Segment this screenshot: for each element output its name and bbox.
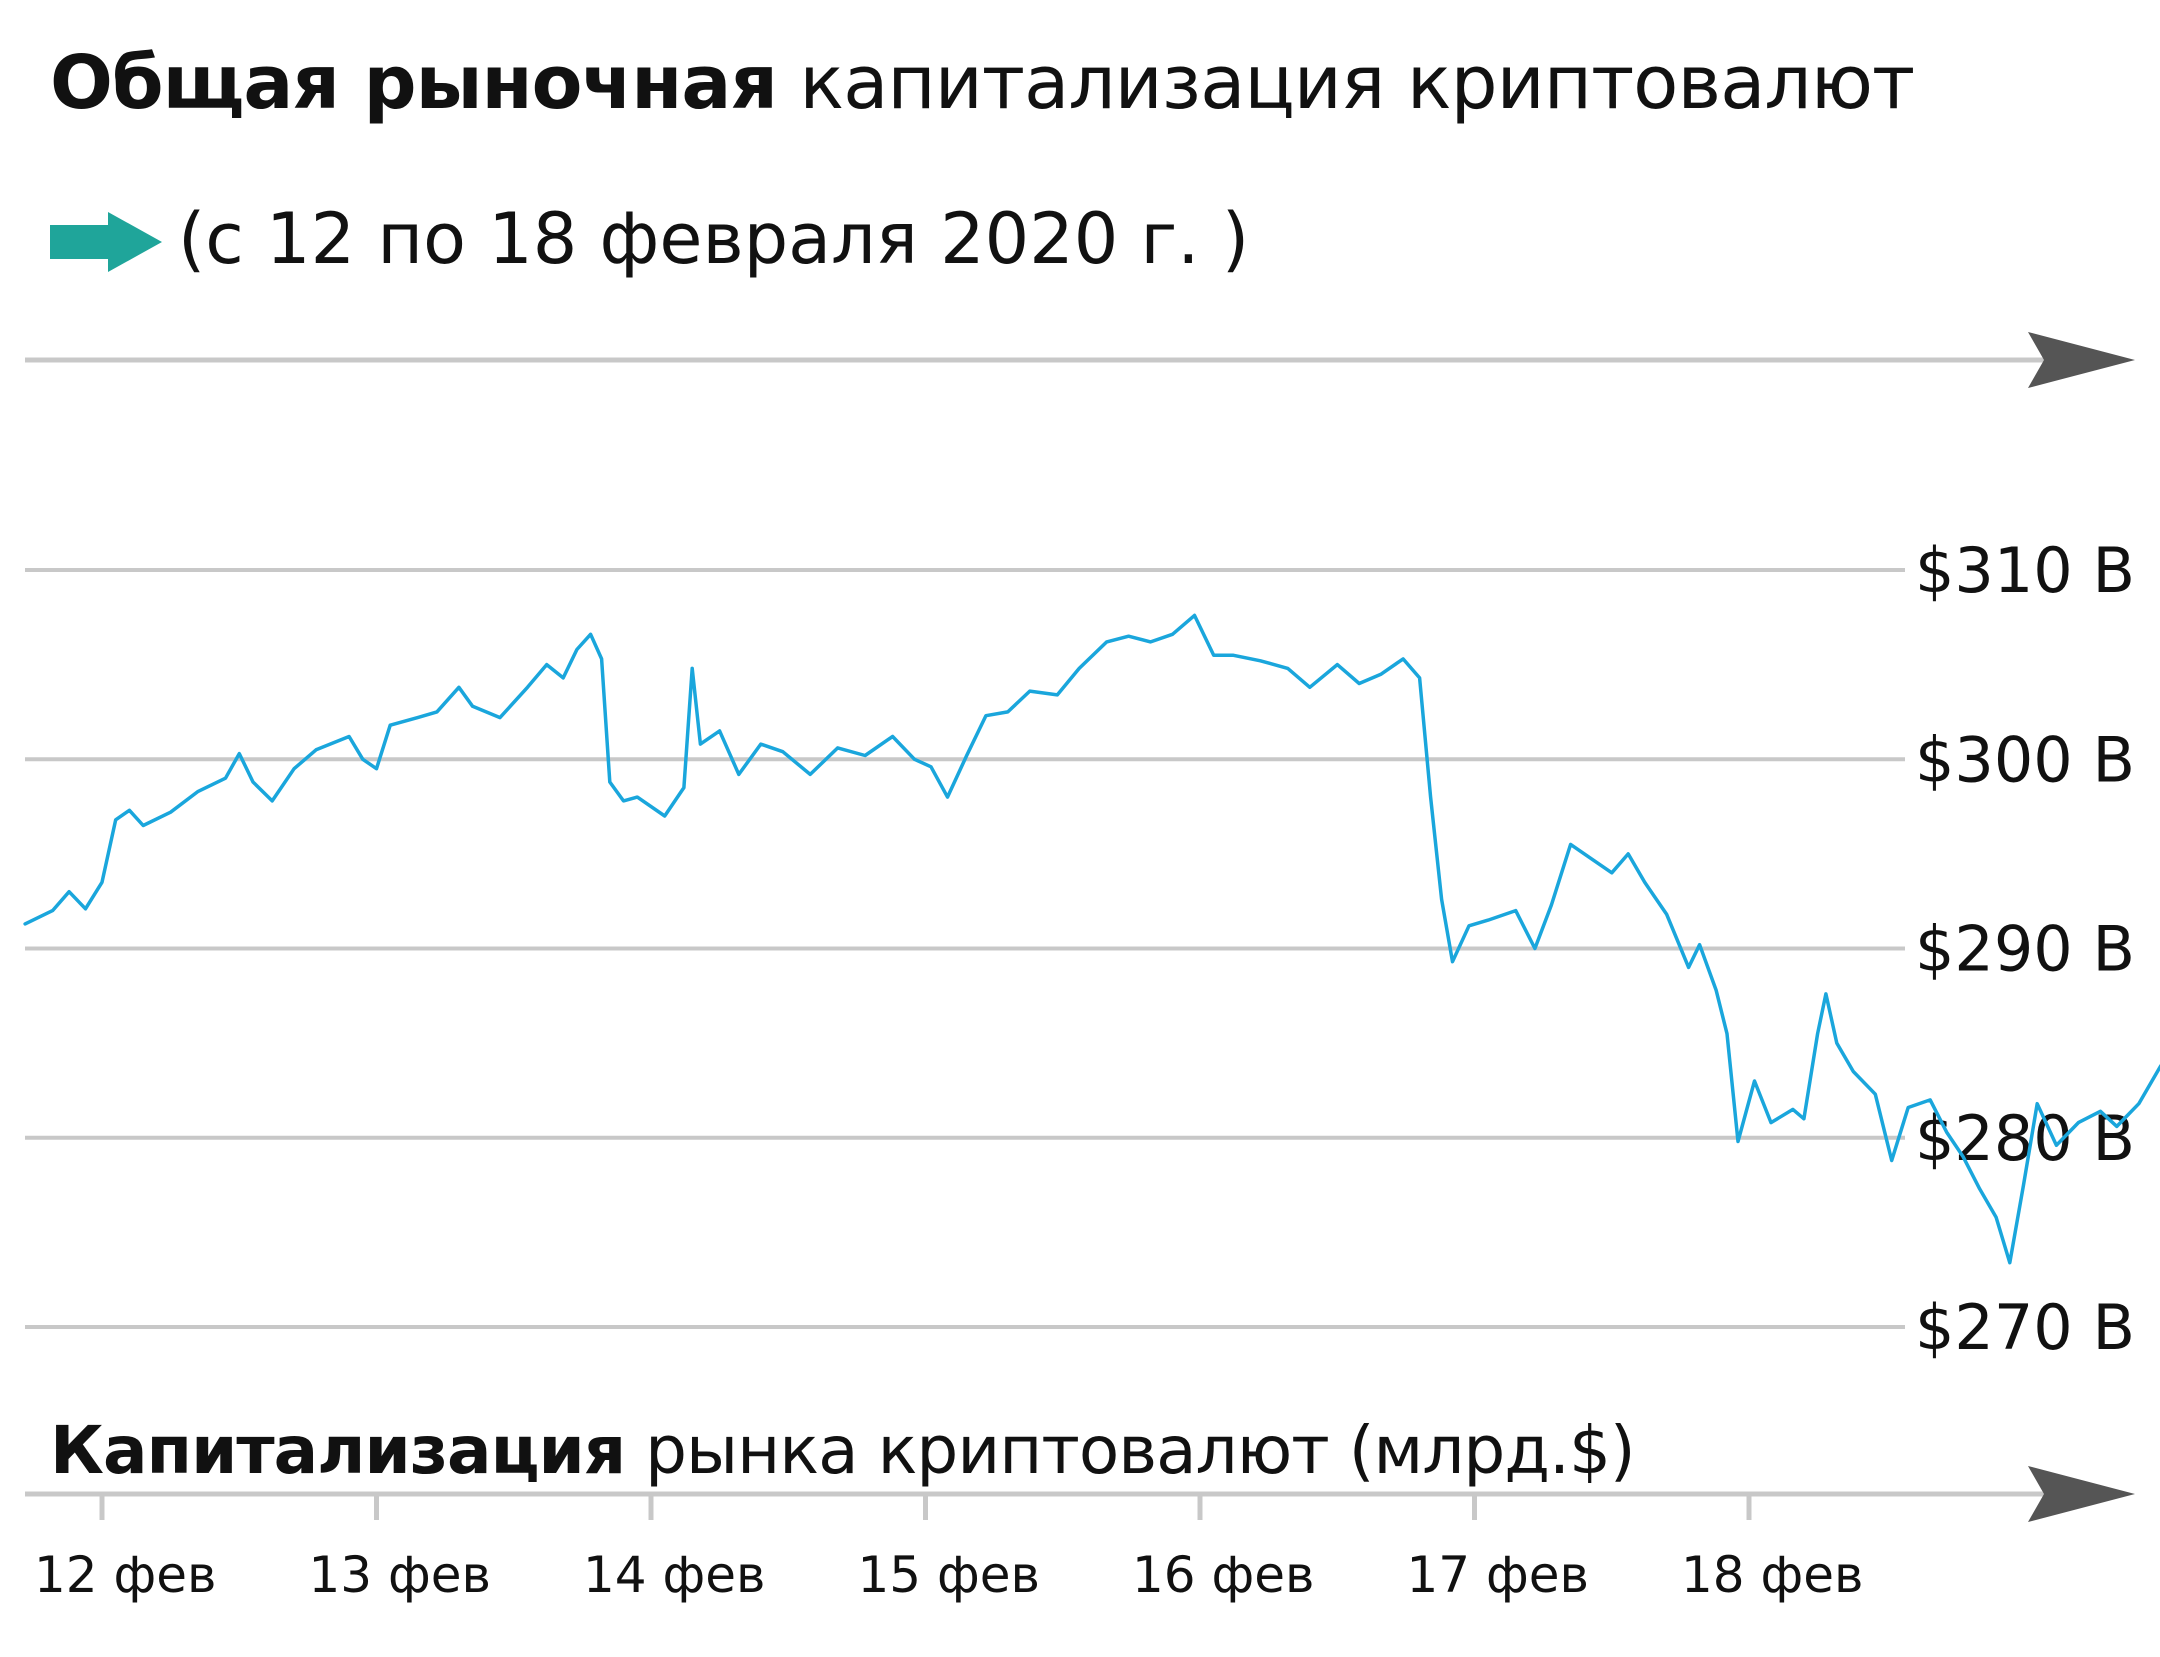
series-group	[23, 613, 2160, 1265]
x-tick-label: 17 фев	[1407, 1546, 1590, 1604]
gridlines	[25, 568, 1905, 1329]
x-axis	[25, 1466, 2135, 1522]
top-axis-arrow-icon	[2028, 332, 2135, 388]
x-tick-label: 16 фев	[1132, 1546, 1315, 1604]
y-axis-labels: $310 B$300 B$290 B$280 B$270 B	[1915, 534, 2135, 1364]
chart-title: Общая рыночная капитализация криптовалют	[50, 40, 1915, 126]
series-line	[23, 613, 2160, 1265]
x-tick-label: 12 фев	[34, 1546, 217, 1604]
x-tick-label: 14 фев	[583, 1546, 766, 1604]
y-tick-label: $310 B	[1915, 534, 2135, 607]
top-divider-axis	[25, 332, 2135, 388]
arrow-right-icon	[50, 212, 162, 272]
x-tick-label: 13 фев	[309, 1546, 492, 1604]
chart-subtitle: (с 12 по 18 февраля 2020 г. )	[178, 198, 1250, 280]
x-tick-label: 15 фев	[858, 1546, 1041, 1604]
x-axis-arrow-icon	[2028, 1466, 2135, 1522]
x-axis-labels: 12 фев 13 фев 14 фев 15 фев 16 фев 17 фев 18 ф…	[34, 1546, 1864, 1604]
y-tick-label: $300 B	[1915, 723, 2135, 796]
y-tick-label: $290 B	[1915, 913, 2135, 986]
x-axis-title-rest: рынка криптовалют (млрд.$)	[645, 1412, 1636, 1489]
x-tick-label: 18 фев	[1681, 1546, 1864, 1604]
title-rest: капитализация криптовалют	[799, 40, 1915, 126]
title-bold: Общая рыночная	[50, 40, 778, 126]
x-axis-title: Капитализация рынка криптовалют (млрд.$)	[50, 1412, 1636, 1489]
x-axis-title-bold: Капитализация	[50, 1412, 626, 1489]
y-tick-label: $270 B	[1915, 1291, 2135, 1364]
